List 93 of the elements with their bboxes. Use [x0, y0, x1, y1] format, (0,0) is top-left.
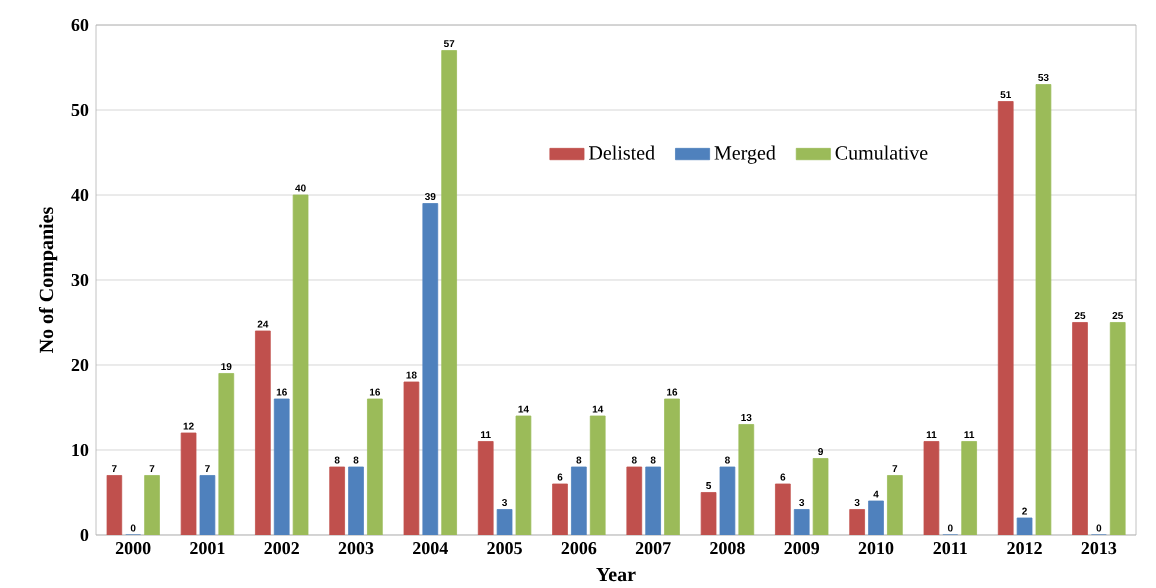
x-tick-label: 2013	[1081, 542, 1117, 555]
bar	[403, 381, 420, 536]
bar	[719, 466, 736, 536]
x-tick-label: 2000	[115, 542, 151, 555]
data-label: 40	[295, 184, 306, 192]
y-axis-title: No of Companies	[38, 207, 58, 353]
data-label: 5	[706, 482, 712, 490]
bar	[849, 509, 865, 536]
bar	[868, 500, 884, 536]
bar	[422, 203, 439, 536]
data-label: 14	[518, 405, 529, 413]
bar	[180, 432, 197, 536]
data-label: 24	[257, 320, 269, 328]
data-label: 16	[667, 388, 678, 396]
data-label: 6	[780, 473, 786, 481]
data-label: 8	[631, 456, 637, 464]
bar	[348, 466, 364, 536]
data-label: 11	[481, 431, 491, 439]
bar	[477, 441, 494, 536]
data-label: 16	[369, 388, 381, 396]
x-tick-label: 2002	[264, 542, 299, 555]
legend-label: Merged	[714, 145, 776, 164]
y-tick-label: 0	[80, 528, 89, 542]
data-label: 8	[353, 456, 359, 464]
data-label: 2	[1022, 507, 1027, 515]
bar	[1072, 322, 1088, 536]
data-label: 53	[1038, 74, 1049, 82]
x-axis-title: Year	[596, 567, 636, 582]
bar	[626, 466, 643, 536]
data-label: 14	[592, 405, 604, 413]
data-label: 7	[149, 465, 155, 473]
data-label: 25	[1112, 312, 1124, 320]
x-tick-label: 2001	[190, 542, 225, 555]
y-tick-label: 50	[71, 103, 89, 117]
bar	[997, 101, 1014, 536]
x-tick-label: 2008	[710, 542, 745, 555]
y-tick-label: 10	[72, 443, 89, 457]
x-tick-label: 2006	[561, 542, 597, 555]
y-tick-label: 30	[71, 273, 89, 287]
data-label: 7	[111, 465, 117, 473]
data-label: 6	[557, 473, 563, 481]
bar	[1016, 517, 1033, 536]
data-label: 3	[799, 499, 805, 507]
data-label: 9	[818, 448, 823, 456]
data-label: 7	[892, 465, 898, 473]
data-label: 8	[576, 456, 582, 464]
data-label: 19	[221, 363, 232, 371]
data-label: 0	[1096, 524, 1102, 532]
y-tick-label: 20	[71, 358, 89, 372]
x-tick-label: 2004	[413, 542, 448, 555]
x-tick-label: 2007	[635, 542, 671, 555]
x-tick-label: 2003	[338, 542, 374, 555]
bar	[552, 483, 568, 536]
bar	[106, 475, 123, 536]
legend-label: Delisted	[588, 145, 655, 160]
y-tick-label: 40	[71, 188, 89, 202]
bar	[496, 509, 513, 536]
data-label: 4	[873, 490, 879, 498]
data-label: 18	[406, 371, 417, 379]
bar	[199, 475, 216, 536]
data-label: 8	[334, 456, 340, 464]
bar	[793, 509, 810, 536]
x-tick-label: 2010	[858, 542, 894, 555]
bar	[645, 466, 661, 536]
bar	[571, 466, 587, 536]
data-label: 57	[443, 40, 455, 48]
bar	[923, 441, 940, 536]
data-label: 3	[502, 499, 507, 507]
y-tick-label: 60	[71, 18, 89, 32]
bar	[700, 492, 717, 536]
x-tick-label: 2012	[1007, 542, 1042, 555]
bar	[329, 466, 345, 536]
data-label: 7	[205, 465, 210, 473]
bar	[775, 483, 791, 536]
bar	[255, 330, 271, 536]
data-label: 3	[854, 499, 860, 507]
data-label: 0	[947, 524, 953, 532]
data-label: 25	[1074, 312, 1086, 320]
legend-label: Cumulative	[835, 145, 928, 160]
x-tick-label: 2011	[933, 542, 967, 555]
data-label: 11	[964, 431, 975, 439]
data-label: 13	[741, 414, 752, 422]
data-label: 11	[926, 431, 937, 439]
data-label: 8	[650, 456, 656, 464]
data-label: 16	[276, 388, 287, 396]
x-tick-label: 2009	[784, 542, 820, 555]
data-label: 39	[424, 193, 436, 201]
data-label: 12	[183, 422, 194, 430]
data-label: 8	[724, 456, 730, 464]
data-label: 0	[130, 524, 136, 532]
bar	[273, 398, 290, 536]
x-tick-label: 2005	[487, 542, 522, 555]
data-label: 51	[1000, 91, 1012, 99]
